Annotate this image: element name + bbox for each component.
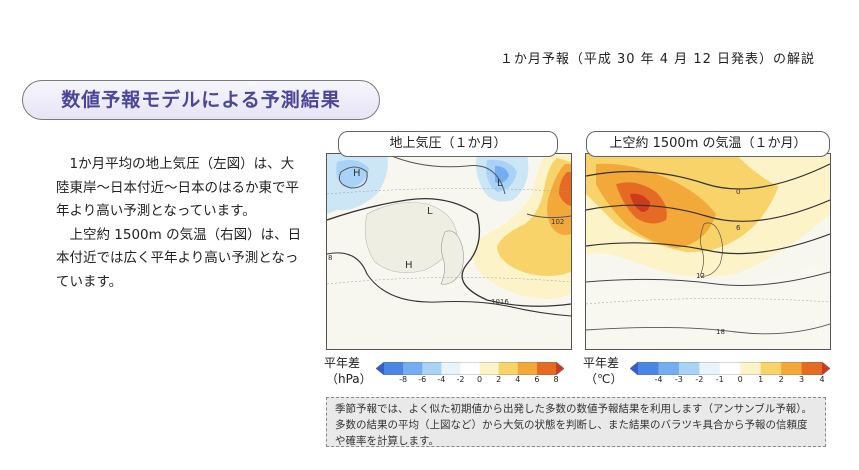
paragraph-temperature: 上空約 1500m の気温（右図）は、日本付近では広く平年より高い予測となってい…	[56, 226, 302, 290]
left-colorbar-tick-label: 4	[515, 375, 521, 384]
temperature-850-map-graphic: 0 6 12 18	[586, 154, 830, 349]
left-colorbar-segment	[384, 362, 404, 375]
left-colorbar-tick-label: -2	[456, 375, 465, 384]
left-colorbar-segment	[441, 362, 461, 375]
right-colorbar-tick-label: -4	[654, 375, 663, 384]
right-colorbar-segment	[719, 362, 741, 375]
right-colorbar-segment	[781, 362, 803, 375]
section-title: 数値予報モデルによる予測結果	[22, 80, 380, 120]
right-legend-unit: （℃）	[585, 372, 623, 386]
left-legend-unit: （hPa）	[326, 372, 372, 386]
right-colorbar	[630, 362, 830, 375]
left-colorbar-segment	[536, 362, 557, 375]
right-colorbar-high-tip	[822, 362, 830, 375]
right-colorbar-tick-label: -3	[674, 375, 683, 384]
left-map-high-1: H	[353, 168, 361, 179]
right-colorbar-segment	[760, 362, 782, 375]
right-colorbar-tick-label: 1	[758, 375, 764, 384]
right-colorbar-tick-label: -1	[715, 375, 724, 384]
left-colorbar-segment	[479, 362, 500, 375]
left-colorbar-high-tip	[556, 362, 564, 375]
left-colorbar-tick-label: 8	[553, 375, 559, 384]
right-colorbar-graphic	[630, 362, 830, 375]
left-colorbar-segment	[422, 362, 442, 375]
left-map-high-2: H	[405, 260, 413, 271]
right-legend-label: 平年差	[583, 356, 620, 370]
temperature-850-map: 0 6 12 18	[585, 153, 831, 350]
right-map-contour-6: 6	[736, 224, 741, 232]
right-colorbar-tick-label: 3	[799, 375, 805, 384]
right-colorbar-tick-label: 4	[819, 375, 825, 384]
right-colorbar-ticks: -4 -3 -2 -1 0 1 2 3 4	[630, 375, 830, 387]
left-colorbar-segment	[498, 362, 519, 375]
left-map-contour-8: 8	[328, 254, 332, 262]
right-colorbar-segment	[678, 362, 700, 375]
ensemble-note: 季節予報では、よく似た初期値から出発した多数の数値予報結果を利用します（アンサン…	[326, 397, 826, 447]
surface-pressure-map: H L L H 1016 102 8	[326, 153, 572, 350]
left-legend-label: 平年差	[324, 356, 361, 370]
right-map-title: 上空約 1500m の気温（１か月）	[586, 131, 830, 157]
left-map-low-2: L	[497, 178, 503, 189]
right-colorbar-segment	[658, 362, 680, 375]
left-map-contour-102: 102	[551, 218, 564, 226]
left-colorbar-graphic	[376, 362, 564, 375]
right-map-contour-18: 18	[716, 328, 725, 336]
left-map-contour-1016: 1016	[491, 298, 509, 306]
left-colorbar-segment	[460, 362, 481, 375]
left-colorbar	[376, 362, 564, 375]
left-map-title: 地上気圧（１か月）	[338, 131, 558, 157]
surface-pressure-map-graphic: H L L H 1016 102 8	[327, 154, 571, 349]
left-colorbar-tick-label: 6	[534, 375, 540, 384]
right-colorbar-tick-label: 2	[778, 375, 784, 384]
right-map-contour-12: 12	[696, 272, 705, 280]
document-subtitle: １か月予報（平成 30 年 4 月 12 日発表）の解説	[499, 52, 815, 67]
left-colorbar-ticks: -8 -6 -4 -2 0 2 4 6 8	[376, 375, 564, 387]
right-colorbar-segment	[801, 362, 823, 375]
left-colorbar-low-tip	[376, 362, 384, 375]
left-map-low-1: L	[427, 206, 433, 217]
left-colorbar-segment	[517, 362, 538, 375]
explanation-text: 1か月平均の地上気圧（左図）は、大陸東岸～日本付近～日本のはるか東で平年より高い…	[56, 153, 306, 294]
right-colorbar-segment	[699, 362, 721, 375]
left-colorbar-tick-label: -4	[437, 375, 446, 384]
left-colorbar-tick-label: 2	[496, 375, 502, 384]
left-colorbar-segment	[403, 362, 423, 375]
right-colorbar-tick-label: 0	[737, 375, 743, 384]
right-colorbar-tick-label: -2	[695, 375, 704, 384]
paragraph-surface-pressure: 1か月平均の地上気圧（左図）は、大陸東岸～日本付近～日本のはるか東で平年より高い…	[56, 156, 299, 219]
left-colorbar-tick-label: 0	[477, 375, 483, 384]
right-map-contour-0: 0	[736, 188, 740, 196]
right-colorbar-low-tip	[630, 362, 638, 375]
right-colorbar-segment	[638, 362, 659, 375]
left-colorbar-tick-label: -6	[418, 375, 427, 384]
left-colorbar-tick-label: -8	[399, 375, 408, 384]
right-colorbar-segment	[740, 362, 762, 375]
